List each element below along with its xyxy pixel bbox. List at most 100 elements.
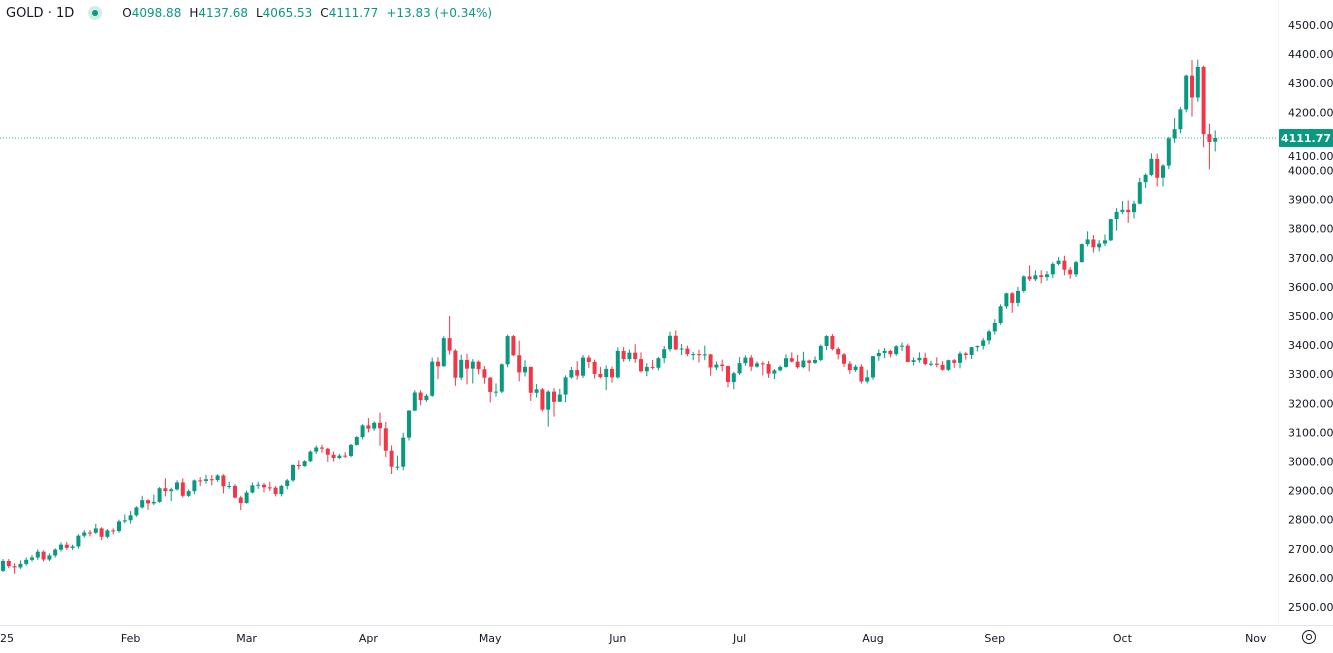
candle-2025-08-05[interactable] [882, 347, 887, 359]
candle-2025-06-13[interactable] [668, 331, 672, 352]
candle-2025-04-09[interactable] [401, 432, 406, 471]
candle-2025-03-12[interactable] [285, 478, 290, 490]
candle-2025-09-02[interactable] [998, 304, 1003, 325]
candle-2025-03-07[interactable] [267, 481, 272, 492]
candle-2025-09-15[interactable] [1050, 262, 1055, 279]
candle-2025-03-14[interactable] [296, 460, 301, 470]
candle-2025-05-12[interactable] [528, 366, 533, 401]
candle-2025-07-04[interactable] [755, 361, 759, 368]
candle-2025-09-10[interactable] [1033, 270, 1038, 282]
symbol-title[interactable]: GOLD · 1D [6, 5, 75, 21]
candle-2025-09-01[interactable] [992, 319, 997, 335]
candle-2025-10-20[interactable] [1195, 59, 1200, 102]
candle-2025-05-02[interactable] [494, 383, 498, 397]
candle-2025-10-13[interactable] [1166, 136, 1171, 170]
candle-2025-02-14[interactable] [180, 478, 185, 498]
candle-2025-09-19[interactable] [1074, 260, 1078, 278]
candle-2025-06-05[interactable] [633, 344, 638, 363]
candle-2025-07-24[interactable] [836, 347, 841, 360]
candle-2025-05-28[interactable] [598, 366, 603, 379]
candle-2025-02-03[interactable] [128, 510, 133, 524]
candle-2025-04-21[interactable] [441, 336, 446, 367]
candle-2025-02-20[interactable] [204, 474, 208, 484]
candle-2025-08-20[interactable] [946, 359, 951, 371]
candle-2025-05-14[interactable] [540, 387, 545, 412]
candle-2025-10-23[interactable] [1213, 130, 1218, 152]
candle-2025-08-26[interactable] [969, 346, 974, 360]
candle-2025-06-10[interactable] [650, 359, 655, 370]
candle-2025-09-23[interactable] [1085, 231, 1090, 247]
candle-2025-03-20[interactable] [320, 444, 324, 453]
candle-2025-09-12[interactable] [1045, 271, 1049, 281]
candle-2025-07-17[interactable] [807, 359, 812, 372]
candle-2025-08-15[interactable] [929, 360, 933, 367]
candle-2025-08-21[interactable] [952, 359, 957, 368]
candle-2025-02-26[interactable] [227, 481, 232, 489]
candle-2025-09-05[interactable] [1016, 286, 1020, 307]
candle-2025-02-18[interactable] [192, 479, 197, 495]
candle-2025-03-05[interactable] [256, 481, 261, 489]
candle-2025-09-18[interactable] [1068, 267, 1073, 279]
candle-2025-07-30[interactable] [859, 364, 864, 384]
candle-2025-06-11[interactable] [656, 357, 661, 371]
candle-2025-01-24[interactable] [93, 523, 98, 534]
candle-2025-04-14[interactable] [418, 390, 423, 406]
candle-2025-06-20[interactable] [697, 349, 701, 363]
candle-2025-07-16[interactable] [801, 351, 806, 369]
candle-2025-01-21[interactable] [76, 534, 81, 549]
candle-2025-02-04[interactable] [134, 506, 139, 517]
candle-2025-07-11[interactable] [784, 354, 788, 368]
candle-2025-02-10[interactable] [157, 487, 162, 503]
candle-2025-02-17[interactable] [186, 489, 191, 497]
candle-2025-08-19[interactable] [940, 361, 945, 371]
candle-2025-10-15[interactable] [1178, 107, 1183, 134]
candle-2025-01-03[interactable] [6, 558, 11, 568]
candle-2025-04-24[interactable] [459, 354, 464, 381]
candle-2025-09-30[interactable] [1114, 208, 1119, 231]
candle-2025-01-15[interactable] [53, 548, 58, 558]
candle-2025-03-11[interactable] [279, 484, 284, 497]
candle-2025-02-05[interactable] [140, 495, 145, 509]
candle-2025-08-11[interactable] [905, 343, 910, 363]
candle-2025-09-29[interactable] [1108, 218, 1113, 242]
candle-2025-06-30[interactable] [731, 371, 736, 390]
candle-2025-03-03[interactable] [244, 490, 249, 504]
candle-2025-10-06[interactable] [1137, 177, 1142, 205]
candle-2025-04-23[interactable] [453, 349, 458, 386]
candle-2025-08-12[interactable] [911, 357, 916, 366]
candle-2025-04-17[interactable] [436, 357, 440, 380]
candle-2025-05-07[interactable] [511, 334, 516, 357]
candle-2025-03-18[interactable] [308, 450, 313, 463]
candle-2025-03-21[interactable] [325, 447, 330, 462]
candle-2025-08-07[interactable] [894, 345, 899, 356]
candle-2025-08-29[interactable] [987, 329, 991, 345]
candle-2025-05-15[interactable] [546, 390, 551, 427]
candle-2025-06-19[interactable] [691, 351, 696, 361]
candle-2025-06-18[interactable] [685, 345, 690, 357]
candle-2025-08-28[interactable] [981, 338, 986, 350]
candle-2025-07-18[interactable] [813, 356, 817, 365]
candle-2025-01-23[interactable] [88, 530, 92, 537]
candle-2025-04-11[interactable] [412, 390, 417, 412]
candle-2025-09-16[interactable] [1056, 256, 1061, 266]
candle-2025-02-13[interactable] [175, 480, 179, 491]
candle-2025-01-16[interactable] [59, 542, 63, 552]
candle-2025-03-27[interactable] [349, 444, 353, 458]
candle-2025-05-22[interactable] [575, 361, 580, 380]
candle-2025-07-01[interactable] [737, 357, 742, 376]
candle-2025-04-15[interactable] [424, 393, 429, 402]
candle-2025-07-15[interactable] [795, 354, 800, 369]
candle-2025-05-26[interactable] [586, 355, 591, 368]
candle-2025-05-20[interactable] [563, 375, 568, 403]
candle-2025-02-24[interactable] [215, 474, 220, 482]
candle-2025-02-21[interactable] [209, 474, 214, 486]
candle-2025-07-07[interactable] [760, 361, 765, 376]
candle-2025-06-12[interactable] [662, 345, 667, 364]
candle-2025-04-30[interactable] [482, 366, 487, 384]
candle-2025-02-25[interactable] [221, 474, 226, 494]
candle-2025-07-02[interactable] [743, 355, 748, 366]
candle-2025-05-05[interactable] [499, 363, 504, 394]
candle-2025-08-01[interactable] [871, 355, 875, 380]
candle-2025-01-09[interactable] [30, 555, 34, 562]
